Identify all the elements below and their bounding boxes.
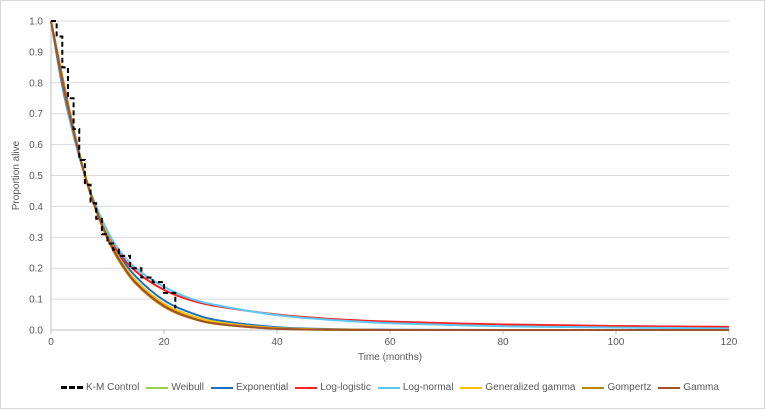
x-tick-label: 20: [158, 337, 170, 348]
legend-swatch: [377, 386, 400, 389]
y-tick-label: 0.9: [29, 47, 43, 58]
legend-label: Weibull: [171, 382, 204, 393]
legend-swatch: [582, 386, 605, 389]
legend-swatch: [146, 386, 169, 389]
x-tick-label: 0: [48, 337, 54, 348]
y-tick-label: 0.6: [29, 140, 43, 151]
y-tick-label: 0.2: [29, 264, 43, 275]
legend-item: Weibull: [146, 382, 204, 393]
legend-item: Gamma: [658, 382, 719, 393]
y-tick-label: 0.3: [29, 233, 43, 244]
series-gamma: [50, 20, 729, 332]
y-tick-label: 0.5: [29, 171, 43, 182]
y-tick-label: 0.8: [29, 78, 43, 89]
legend-swatch: [210, 386, 233, 389]
y-tick-label: 0.1: [29, 295, 43, 306]
y-axis-label: Proportion alive: [11, 140, 22, 210]
legend-label: Log-normal: [402, 382, 454, 393]
x-tick-label: 40: [271, 337, 283, 348]
legend-item: Log-normal: [377, 382, 454, 393]
x-tick-label: 60: [384, 337, 396, 348]
legend-item: Generalized gamma: [460, 382, 575, 393]
legend-label: Gompertz: [607, 382, 652, 393]
legend-label: Exponential: [235, 382, 289, 393]
x-tick-label: 120: [721, 337, 738, 348]
legend: K-M Control Weibull Exponential Log-logisti…: [61, 382, 722, 393]
x-tick-label: 80: [497, 337, 509, 348]
legend-label: Log-logistic: [320, 382, 371, 393]
legend-label: K-M Control: [86, 382, 140, 393]
y-tick-label: 0.7: [29, 109, 43, 120]
legend-item: Exponential: [210, 382, 289, 393]
legend-item: Log-logistic: [295, 382, 371, 393]
legend-swatch: [658, 386, 681, 389]
x-tick-label: 100: [608, 337, 625, 348]
series-k-m-control: [51, 20, 177, 309]
legend-item: Gompertz: [582, 382, 651, 393]
y-tick-label: 1.0: [29, 17, 43, 28]
legend-label: Gamma: [683, 382, 719, 393]
y-tick-label: 0.4: [29, 202, 43, 213]
y-tick-label: 0.0: [29, 326, 43, 337]
x-axis-label: Time (months): [358, 352, 422, 363]
legend-swatch: [460, 386, 483, 389]
legend-label: Generalized gamma: [485, 382, 576, 393]
legend-item: K-M Control: [61, 382, 139, 393]
legend-swatch: [61, 386, 83, 389]
legend-swatch: [295, 386, 318, 389]
